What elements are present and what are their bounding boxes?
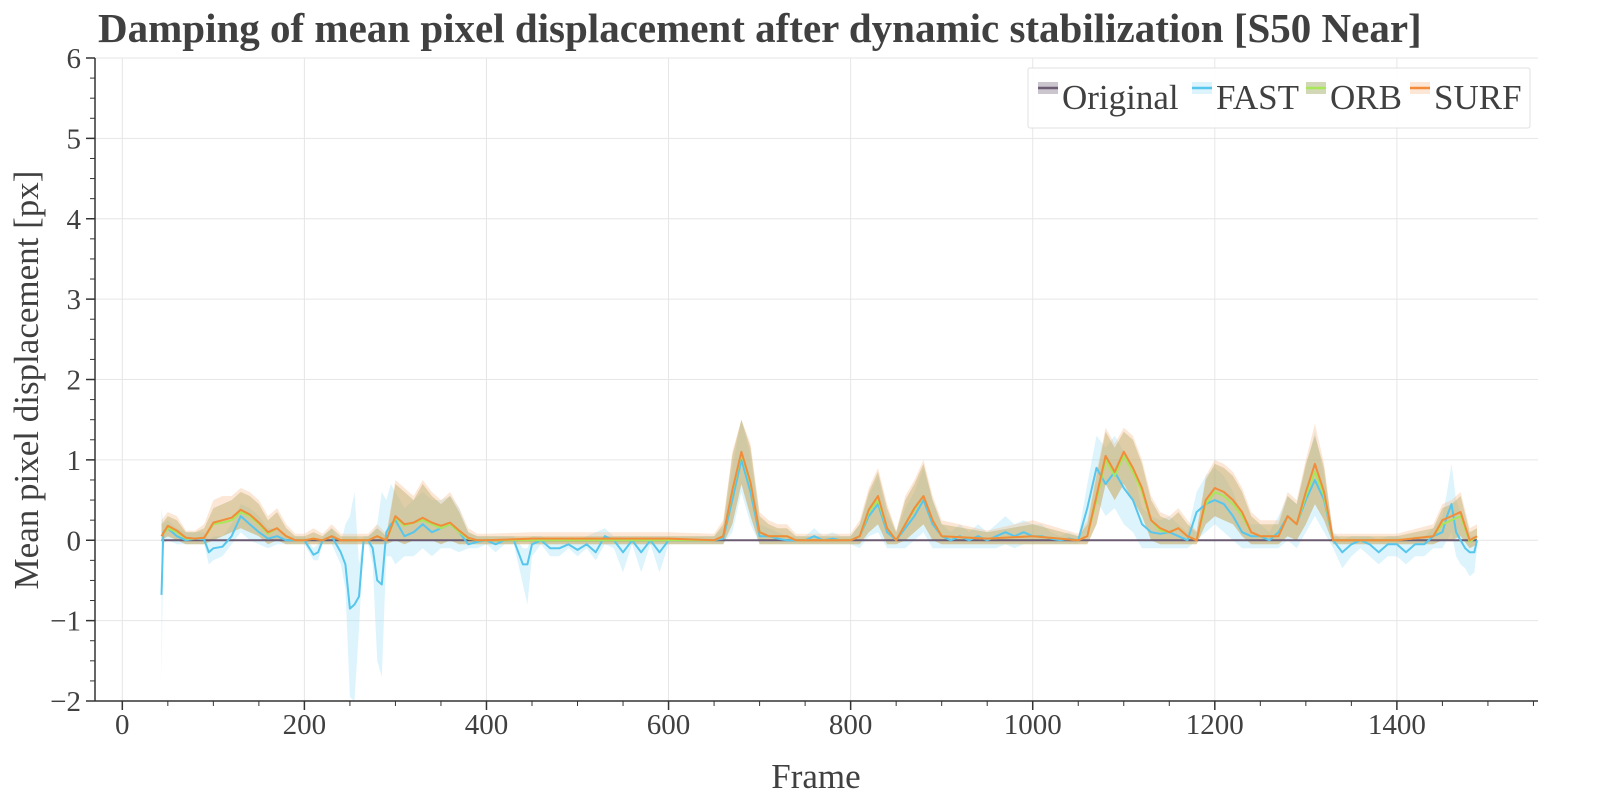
y-tick-label: −1 <box>50 606 81 638</box>
x-axis-ticks: 0 200 400 600 800 1000 1200 1400 <box>115 701 1534 741</box>
x-tick-label: 1400 <box>1368 709 1426 741</box>
series-line-surf <box>160 450 1478 542</box>
x-tick-label: 200 <box>283 709 327 741</box>
band-orb <box>161 419 1477 549</box>
y-tick-label: 1 <box>67 445 82 477</box>
x-tick-label: 400 <box>465 709 509 741</box>
legend: Original FAST ORB SURF <box>1027 67 1531 129</box>
y-tick-label: 4 <box>67 204 82 236</box>
legend-box <box>1027 67 1531 129</box>
x-tick-label: 1000 <box>1004 709 1062 741</box>
y-axis-label: Mean pixel displacement [px] <box>7 171 46 590</box>
y-tick-label: −2 <box>50 686 81 718</box>
legend-label-surf: SURF <box>1434 78 1522 117</box>
y-tick-label: 2 <box>67 365 82 397</box>
x-tick-label: 0 <box>115 709 130 741</box>
x-tick-label: 800 <box>829 709 873 741</box>
x-tick-label: 600 <box>647 709 691 741</box>
legend-label-fast: FAST <box>1216 78 1299 117</box>
band-surf <box>161 419 1477 549</box>
chart-title: Damping of mean pixel displacement after… <box>98 5 1422 51</box>
x-tick-label: 1200 <box>1186 709 1244 741</box>
band-fast <box>161 419 1477 701</box>
confidence-bands <box>161 419 1477 701</box>
series-lines <box>160 450 1478 610</box>
y-tick-label: 6 <box>67 43 82 75</box>
y-tick-label: 3 <box>67 284 82 316</box>
y-tick-label: 0 <box>67 525 82 557</box>
grid-lines <box>95 57 1538 702</box>
legend-label-orb: ORB <box>1330 78 1402 117</box>
y-axis-ticks: −2 −1 0 1 2 3 4 5 6 <box>50 43 95 718</box>
legend-label-original: Original <box>1062 78 1179 117</box>
x-axis-label: Frame <box>771 757 860 796</box>
y-tick-label: 5 <box>67 123 82 155</box>
